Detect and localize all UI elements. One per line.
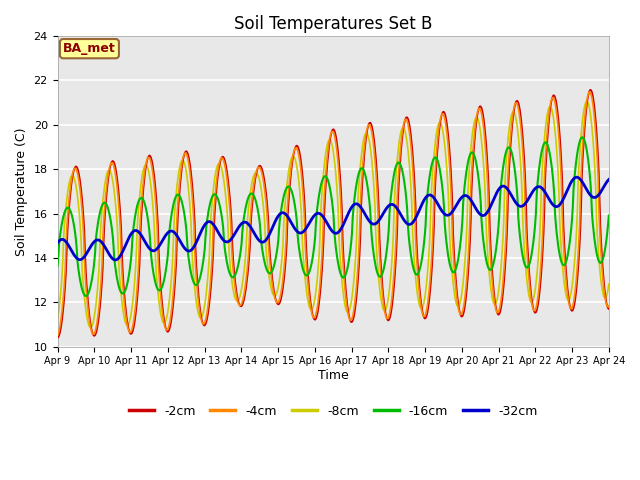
- -4cm: [417, 298, 424, 304]
- -2cm: [205, 300, 213, 306]
- -16cm: [401, 183, 409, 189]
- -4cm: [177, 173, 184, 179]
- Legend: -2cm, -4cm, -8cm, -16cm, -32cm: -2cm, -4cm, -8cm, -16cm, -32cm: [124, 399, 542, 422]
- -2cm: [605, 306, 612, 312]
- -4cm: [120, 300, 128, 305]
- -4cm: [400, 120, 408, 125]
- -16cm: [417, 261, 425, 267]
- -2cm: [587, 87, 595, 93]
- -16cm: [605, 213, 612, 218]
- Line: -4cm: -4cm: [58, 92, 609, 336]
- Line: -8cm: -8cm: [58, 101, 609, 327]
- -32cm: [177, 240, 185, 245]
- -4cm: [605, 303, 612, 309]
- Text: BA_met: BA_met: [63, 42, 116, 55]
- X-axis label: Time: Time: [318, 369, 349, 382]
- -2cm: [54, 335, 61, 341]
- -2cm: [120, 290, 128, 296]
- Line: -16cm: -16cm: [58, 137, 609, 296]
- -2cm: [400, 121, 408, 127]
- -4cm: [63, 215, 71, 221]
- -32cm: [121, 243, 129, 249]
- -32cm: [206, 219, 214, 225]
- -8cm: [206, 232, 214, 238]
- -4cm: [586, 89, 593, 95]
- -8cm: [417, 306, 425, 312]
- -32cm: [111, 257, 119, 263]
- -32cm: [401, 218, 409, 224]
- -4cm: [205, 291, 213, 297]
- -8cm: [605, 281, 612, 287]
- -32cm: [605, 177, 612, 182]
- -32cm: [573, 174, 580, 180]
- Line: -2cm: -2cm: [58, 90, 609, 338]
- -32cm: [54, 240, 61, 246]
- -4cm: [54, 333, 61, 338]
- Title: Soil Temperatures Set B: Soil Temperatures Set B: [234, 15, 433, 33]
- -8cm: [63, 191, 71, 196]
- -32cm: [63, 241, 71, 247]
- -8cm: [401, 128, 409, 133]
- -2cm: [417, 291, 424, 297]
- -16cm: [177, 196, 185, 202]
- -2cm: [177, 181, 184, 187]
- Y-axis label: Soil Temperature (C): Soil Temperature (C): [15, 127, 28, 255]
- -8cm: [177, 159, 185, 165]
- -8cm: [54, 316, 61, 322]
- -16cm: [63, 205, 71, 211]
- -2cm: [63, 229, 71, 235]
- -16cm: [206, 201, 214, 206]
- -8cm: [86, 324, 94, 330]
- -16cm: [82, 293, 90, 299]
- -16cm: [54, 263, 61, 268]
- -16cm: [578, 134, 586, 140]
- -8cm: [583, 98, 591, 104]
- -8cm: [121, 318, 129, 324]
- -16cm: [121, 288, 129, 294]
- -32cm: [417, 204, 425, 209]
- Line: -32cm: -32cm: [58, 177, 609, 260]
